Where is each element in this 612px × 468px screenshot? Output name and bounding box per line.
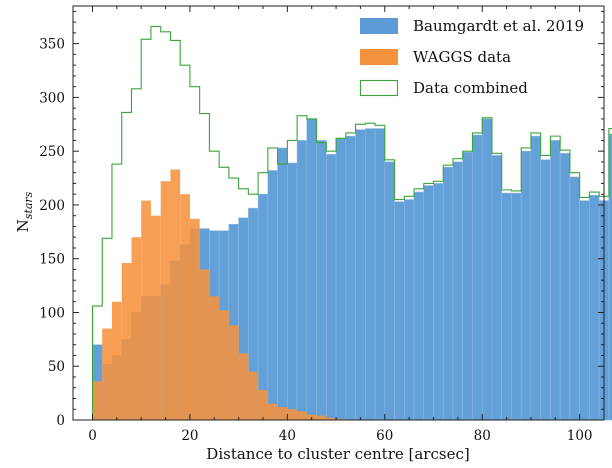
bar bbox=[160, 181, 171, 420]
bar bbox=[452, 161, 464, 421]
bar bbox=[355, 129, 366, 421]
bar bbox=[277, 407, 288, 420]
legend-swatch bbox=[360, 49, 398, 65]
bar bbox=[403, 199, 415, 421]
bar bbox=[92, 381, 103, 420]
legend-entry: Baumgardt et al. 2019 bbox=[360, 17, 584, 35]
bar bbox=[287, 409, 298, 420]
y-axis-label: Nstars bbox=[14, 191, 35, 232]
y-tick-label: 50 bbox=[48, 359, 65, 375]
legend-swatch bbox=[359, 79, 399, 97]
bar bbox=[550, 140, 561, 421]
axis-ticks: 0 20 40 60 80 100 0 50 100 150 200 250 300 350 bbox=[39, 6, 604, 444]
bar bbox=[423, 185, 434, 421]
bar bbox=[491, 155, 502, 421]
legend-entry: WAGGS data bbox=[360, 48, 511, 66]
plot-area bbox=[91, 25, 612, 421]
bar bbox=[501, 192, 512, 421]
x-tick-label: 0 bbox=[88, 428, 97, 444]
bar bbox=[511, 192, 522, 421]
bar bbox=[111, 301, 122, 420]
bar bbox=[472, 134, 483, 421]
legend: Baumgardt et al. 2019 WAGGS data Data comb… bbox=[359, 17, 584, 97]
series-waggs bbox=[92, 169, 346, 420]
bar bbox=[189, 218, 200, 420]
legend-label: Baumgardt et al. 2019 bbox=[413, 17, 584, 35]
bar bbox=[433, 183, 444, 421]
x-tick-label: 60 bbox=[376, 428, 393, 444]
x-axis-label: Distance to cluster centre [arcsec] bbox=[206, 445, 469, 463]
bar bbox=[326, 154, 337, 421]
bar bbox=[277, 147, 288, 421]
bar bbox=[297, 411, 307, 420]
bar bbox=[336, 418, 346, 420]
x-tick-label: 80 bbox=[474, 428, 491, 444]
y-tick-label: 250 bbox=[39, 144, 65, 160]
bar bbox=[559, 153, 571, 421]
bar bbox=[540, 159, 551, 421]
x-tick-label: 20 bbox=[181, 428, 198, 444]
bar bbox=[267, 403, 278, 420]
bar bbox=[228, 325, 239, 420]
y-tick-label: 0 bbox=[56, 413, 65, 429]
legend-entry: Data combined bbox=[359, 79, 528, 97]
bar bbox=[462, 151, 473, 421]
y-tick-label: 150 bbox=[39, 252, 65, 268]
bar bbox=[248, 371, 259, 420]
series-data-combined bbox=[91, 25, 612, 420]
bar bbox=[131, 237, 142, 420]
bar bbox=[199, 269, 210, 420]
bar bbox=[520, 150, 532, 421]
x-tick-label: 40 bbox=[279, 428, 296, 444]
bar bbox=[413, 191, 425, 421]
y-axis-label-main: N bbox=[14, 219, 32, 232]
bar bbox=[267, 170, 278, 421]
bar bbox=[170, 169, 181, 420]
bar bbox=[394, 201, 405, 421]
bar bbox=[306, 118, 317, 421]
bar bbox=[589, 194, 600, 421]
bar bbox=[316, 140, 327, 421]
y-axis-label-subscript: stars bbox=[22, 191, 35, 219]
bar bbox=[150, 215, 161, 420]
bar bbox=[219, 310, 229, 420]
legend-label: Data combined bbox=[413, 79, 528, 97]
bar bbox=[335, 137, 347, 421]
bar bbox=[530, 135, 541, 421]
bar bbox=[481, 118, 493, 421]
legend-swatch bbox=[360, 18, 398, 34]
axes-frame bbox=[72, 5, 605, 421]
bar bbox=[326, 417, 337, 420]
bar bbox=[374, 128, 386, 421]
bar bbox=[608, 133, 612, 421]
bar bbox=[316, 415, 327, 420]
svg-text:Nstars: Nstars bbox=[14, 191, 35, 232]
bar bbox=[442, 166, 454, 421]
bar bbox=[345, 135, 356, 421]
bar bbox=[569, 176, 580, 421]
bar bbox=[141, 200, 151, 420]
bar bbox=[384, 161, 395, 421]
bar bbox=[180, 194, 190, 420]
bar bbox=[257, 193, 269, 421]
bar bbox=[364, 128, 376, 421]
bar bbox=[102, 328, 112, 420]
y-tick-label: 300 bbox=[39, 90, 65, 106]
legend-label: WAGGS data bbox=[413, 48, 511, 66]
bar bbox=[579, 200, 590, 421]
y-tick-label: 200 bbox=[39, 198, 65, 214]
bar bbox=[238, 353, 249, 420]
bar bbox=[209, 296, 220, 420]
bar bbox=[258, 389, 268, 420]
bar bbox=[287, 162, 298, 421]
y-tick-label: 100 bbox=[39, 305, 65, 321]
bar bbox=[296, 140, 308, 421]
x-tick-label: 100 bbox=[567, 428, 593, 444]
bar bbox=[121, 263, 132, 420]
y-tick-label: 350 bbox=[39, 37, 65, 53]
